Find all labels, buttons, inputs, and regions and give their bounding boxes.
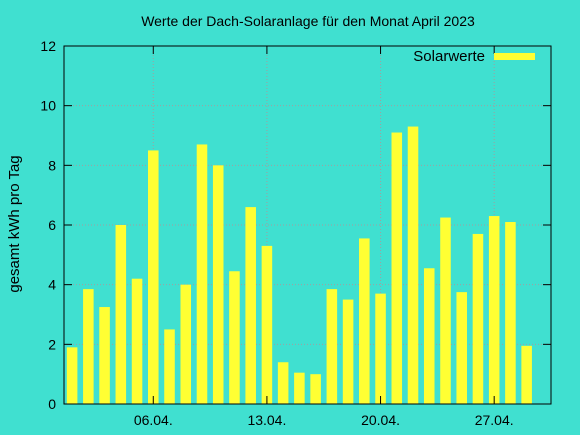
bar-day-16 bbox=[310, 374, 321, 404]
bar-day-8 bbox=[180, 284, 192, 404]
bar-day-6 bbox=[148, 150, 159, 404]
bar-day-11 bbox=[229, 271, 240, 404]
y-tick-label: 6 bbox=[48, 217, 56, 233]
legend: Solarwerte bbox=[413, 48, 535, 65]
bar-day-1 bbox=[66, 347, 78, 404]
y-tick-label: 2 bbox=[48, 336, 56, 352]
bar-day-19 bbox=[359, 238, 370, 404]
bar-day-15 bbox=[294, 372, 305, 404]
x-tick-label: 13.04. bbox=[247, 412, 286, 428]
x-tick-label: 20.04. bbox=[361, 412, 400, 428]
plot-frame bbox=[63, 45, 552, 405]
bar-day-10 bbox=[212, 165, 224, 404]
bar-day-26 bbox=[472, 233, 484, 404]
bar-day-29 bbox=[521, 345, 532, 404]
y-axis-label: gesamt kWh pro Tag bbox=[6, 155, 23, 292]
tick-labels: 0 2 4 6 8 10 12 06.04. 13.04. 20.04. 27.04. bbox=[40, 38, 513, 428]
legend-swatch-solarwerte bbox=[494, 53, 535, 60]
bar-day-5 bbox=[131, 278, 143, 404]
bar-day-25 bbox=[456, 292, 467, 405]
y-tick-label: 0 bbox=[48, 396, 56, 412]
grid-lines bbox=[64, 46, 551, 404]
x-tick-label: 06.04. bbox=[134, 412, 173, 428]
y-tick-label: 4 bbox=[48, 277, 56, 293]
y-tick-label: 8 bbox=[48, 157, 56, 173]
y-tick-label: 12 bbox=[40, 38, 56, 54]
bars-group bbox=[66, 126, 532, 405]
chart-title: Werte der Dach-Solaranlage für den Monat… bbox=[141, 13, 475, 29]
bar-day-28 bbox=[505, 222, 516, 404]
bar-day-23 bbox=[423, 268, 435, 404]
bar-day-3 bbox=[99, 307, 110, 404]
bar-day-22 bbox=[407, 126, 419, 405]
bar-day-4 bbox=[115, 225, 127, 404]
bar-day-2 bbox=[83, 289, 94, 404]
bar-day-14 bbox=[277, 362, 289, 404]
bar-day-13 bbox=[261, 245, 273, 404]
axes bbox=[63, 45, 552, 405]
bar-day-18 bbox=[342, 299, 354, 404]
y-tick-label: 10 bbox=[40, 98, 56, 114]
bar-day-21 bbox=[391, 132, 403, 404]
bar-day-17 bbox=[326, 289, 338, 404]
bar-day-9 bbox=[196, 144, 208, 404]
bar-day-7 bbox=[164, 329, 175, 404]
legend-label-solarwerte: Solarwerte bbox=[413, 48, 485, 65]
bar-day-12 bbox=[245, 207, 256, 404]
bar-day-24 bbox=[440, 217, 451, 404]
bar-day-27 bbox=[488, 216, 500, 404]
bar-day-20 bbox=[375, 293, 386, 404]
x-tick-label: 27.04. bbox=[475, 412, 514, 428]
